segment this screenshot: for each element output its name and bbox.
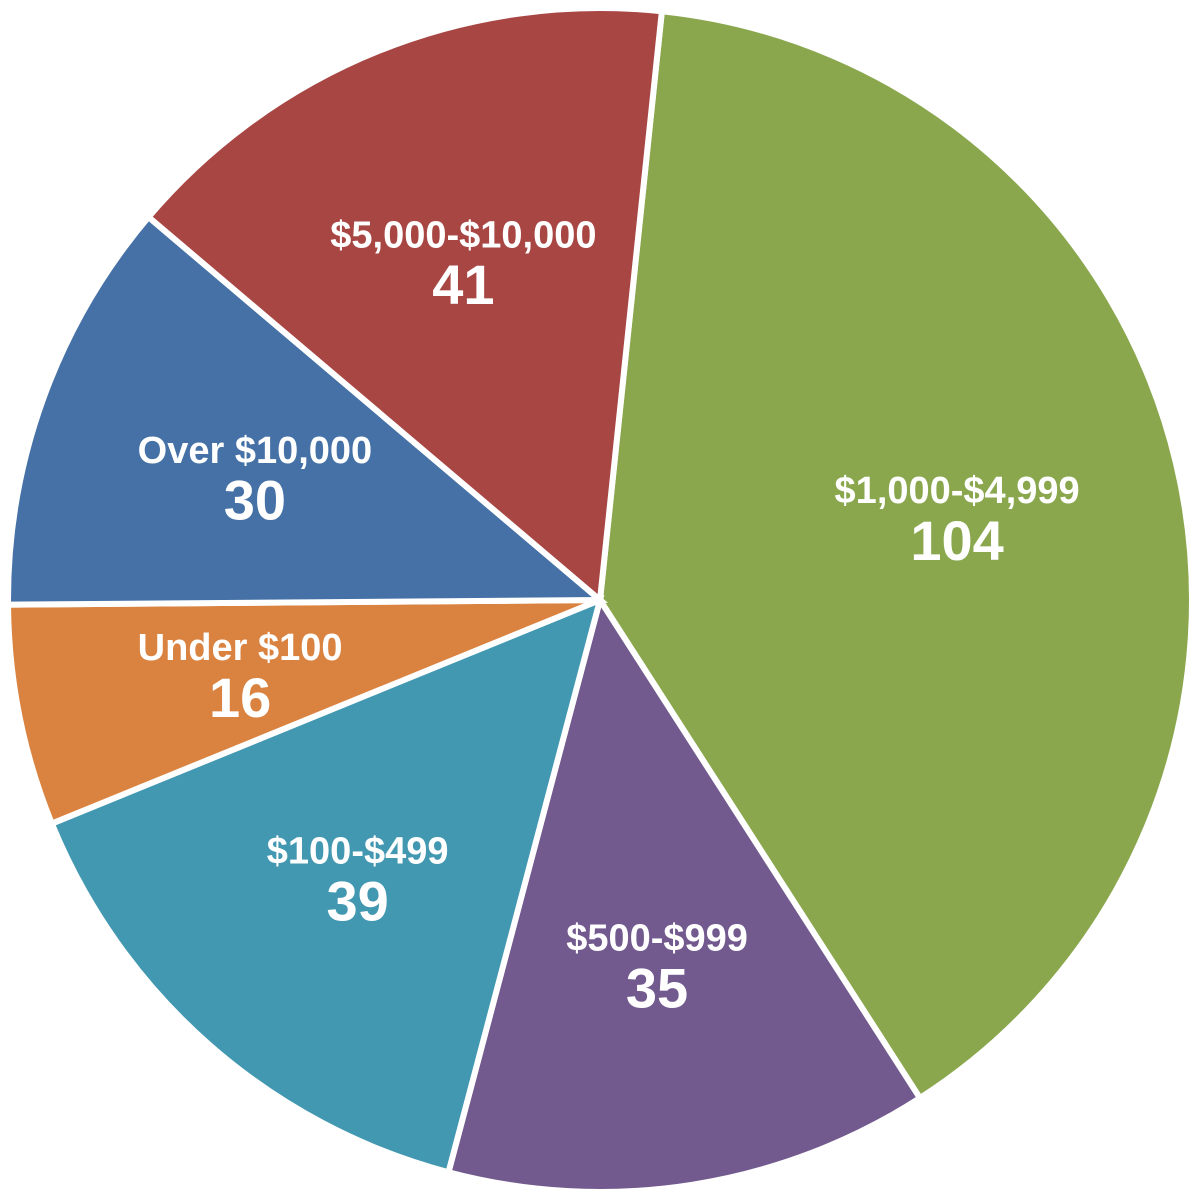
slice-value: 39: [327, 869, 389, 932]
slice-label: $500-$999: [566, 918, 748, 960]
slice-value: 41: [432, 253, 494, 316]
slice-value: 30: [224, 469, 286, 532]
slice-label: Under $100: [138, 627, 343, 669]
slice-label: $1,000-$4,999: [835, 470, 1080, 512]
pie-slice: [47, 594, 605, 1176]
slice-label: Over $10,000: [138, 430, 373, 472]
slice-value: 104: [910, 509, 1003, 572]
slice-value: 16: [209, 666, 271, 729]
slice-label: $5,000-$10,000: [330, 214, 596, 256]
slice-value: 35: [626, 956, 688, 1019]
pie-slice: [4, 597, 602, 828]
pie-slice: [444, 592, 925, 1195]
pie-slice: [5, 212, 609, 608]
slice-label: $100-$499: [267, 831, 449, 873]
pie-slice: [144, 5, 666, 606]
